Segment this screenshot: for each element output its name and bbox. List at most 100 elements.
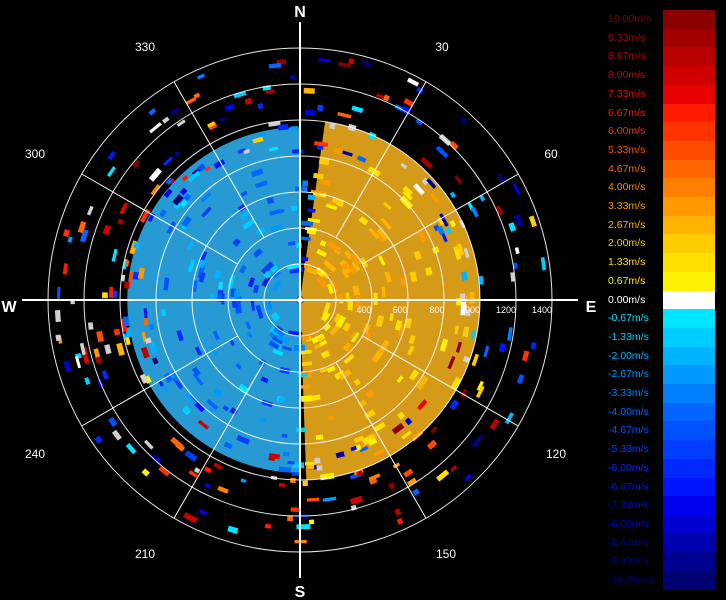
echo-bin [111, 248, 118, 262]
echo-bin [319, 339, 328, 347]
echo-bin [162, 156, 174, 167]
echo-bin [194, 346, 203, 356]
echo-bin [290, 507, 299, 512]
echo-bin [306, 266, 318, 275]
echo-bin [79, 342, 86, 356]
echo-bin [420, 156, 434, 170]
legend-swatch [663, 327, 715, 348]
echo-bin [255, 180, 268, 189]
echo-bin [162, 116, 170, 124]
echo-bin [512, 182, 521, 195]
legend-label: 4.00m/s [608, 181, 646, 194]
echo-bin [185, 96, 197, 105]
legend-label: -8.00m/s [608, 517, 649, 530]
echo-bin [476, 380, 484, 392]
echo-bin [204, 165, 212, 172]
echo-bin [166, 221, 177, 235]
echo-bin [268, 453, 281, 460]
echo-bin [257, 102, 264, 110]
echo-bin [530, 342, 537, 350]
echo-bin [403, 98, 415, 108]
legend-label: -2.67m/s [608, 368, 649, 381]
echo-bin [151, 454, 162, 465]
echo-bin [256, 132, 266, 138]
range-label-1400: 1400 [532, 305, 552, 315]
azimuth-60: 60 [544, 147, 558, 161]
echo-bin [281, 345, 293, 352]
echo-bin [251, 168, 264, 178]
echo-bin [236, 435, 250, 445]
echo-bin [396, 517, 404, 525]
echo-bin [314, 343, 323, 350]
echo-bin [117, 218, 125, 226]
echo-bin [266, 196, 275, 205]
legend-label: -5.33m/s [608, 443, 649, 456]
legend-label: -10.00m/s [608, 574, 655, 586]
echo-bin [359, 445, 369, 453]
echo-bin [124, 336, 131, 346]
legend-label: 7.33m/s [608, 87, 646, 100]
echo-bin [217, 485, 229, 494]
echo-bin [343, 353, 355, 365]
echo-bin [246, 331, 253, 339]
echo-bin [320, 178, 331, 186]
echo-bin [227, 525, 239, 534]
echo-bin [361, 435, 375, 446]
echo-bin [143, 316, 149, 326]
legend-swatch [663, 402, 715, 422]
echo-bin [179, 187, 188, 196]
legend-label: -3.33m/s [608, 387, 649, 399]
legend-label: 1.33m/s [608, 256, 646, 269]
echo-bin [373, 293, 378, 305]
compass-w: W [1, 299, 17, 316]
echo-bin [521, 350, 530, 362]
legend-swatch [663, 28, 715, 48]
echo-bin [407, 345, 415, 356]
echo-bin [206, 398, 219, 411]
echo-bin [121, 274, 126, 282]
echo-bin [408, 334, 416, 345]
legend-label: 8.00m/s [608, 69, 646, 82]
echo-bin [449, 191, 457, 199]
echo-bin [337, 111, 352, 119]
echo-bin [415, 118, 424, 126]
echo-bin [55, 334, 62, 342]
echo-bin [426, 439, 438, 450]
echo-bin [292, 149, 304, 154]
echo-bin [317, 104, 324, 112]
echo-bin [483, 345, 490, 358]
echo-bin [353, 435, 365, 444]
echo-bin [435, 145, 449, 159]
echo-bin [460, 388, 468, 399]
echo-bin [413, 183, 425, 196]
echo-bin [341, 268, 350, 279]
echo-bin [63, 229, 71, 238]
echo-bin [510, 272, 515, 282]
echo-bin [436, 469, 450, 482]
echo-bin [252, 136, 264, 144]
echo-bin [296, 427, 307, 433]
echo-bin [365, 389, 375, 399]
echo-bin [270, 311, 281, 322]
echo-bin [316, 465, 323, 471]
echo-bin [148, 167, 163, 182]
echo-bin [516, 373, 525, 385]
echo-bin [350, 445, 358, 452]
echo-bin [349, 254, 357, 262]
echo-bin [396, 375, 404, 383]
echo-bin [300, 220, 314, 227]
azimuth-330: 330 [135, 40, 155, 54]
echo-bin [122, 316, 130, 327]
echo-bin [335, 315, 346, 329]
echo-bin [352, 285, 360, 296]
echo-bin [149, 341, 158, 354]
compass-e: E [586, 299, 597, 316]
echo-bin [74, 356, 82, 369]
echo-bin [450, 464, 458, 473]
echo-bin [333, 147, 342, 154]
echo-bin [288, 330, 303, 336]
echo-bin [343, 342, 353, 352]
legend-swatch [663, 10, 715, 30]
echo-bin [471, 434, 484, 448]
echo-bin [125, 442, 137, 455]
